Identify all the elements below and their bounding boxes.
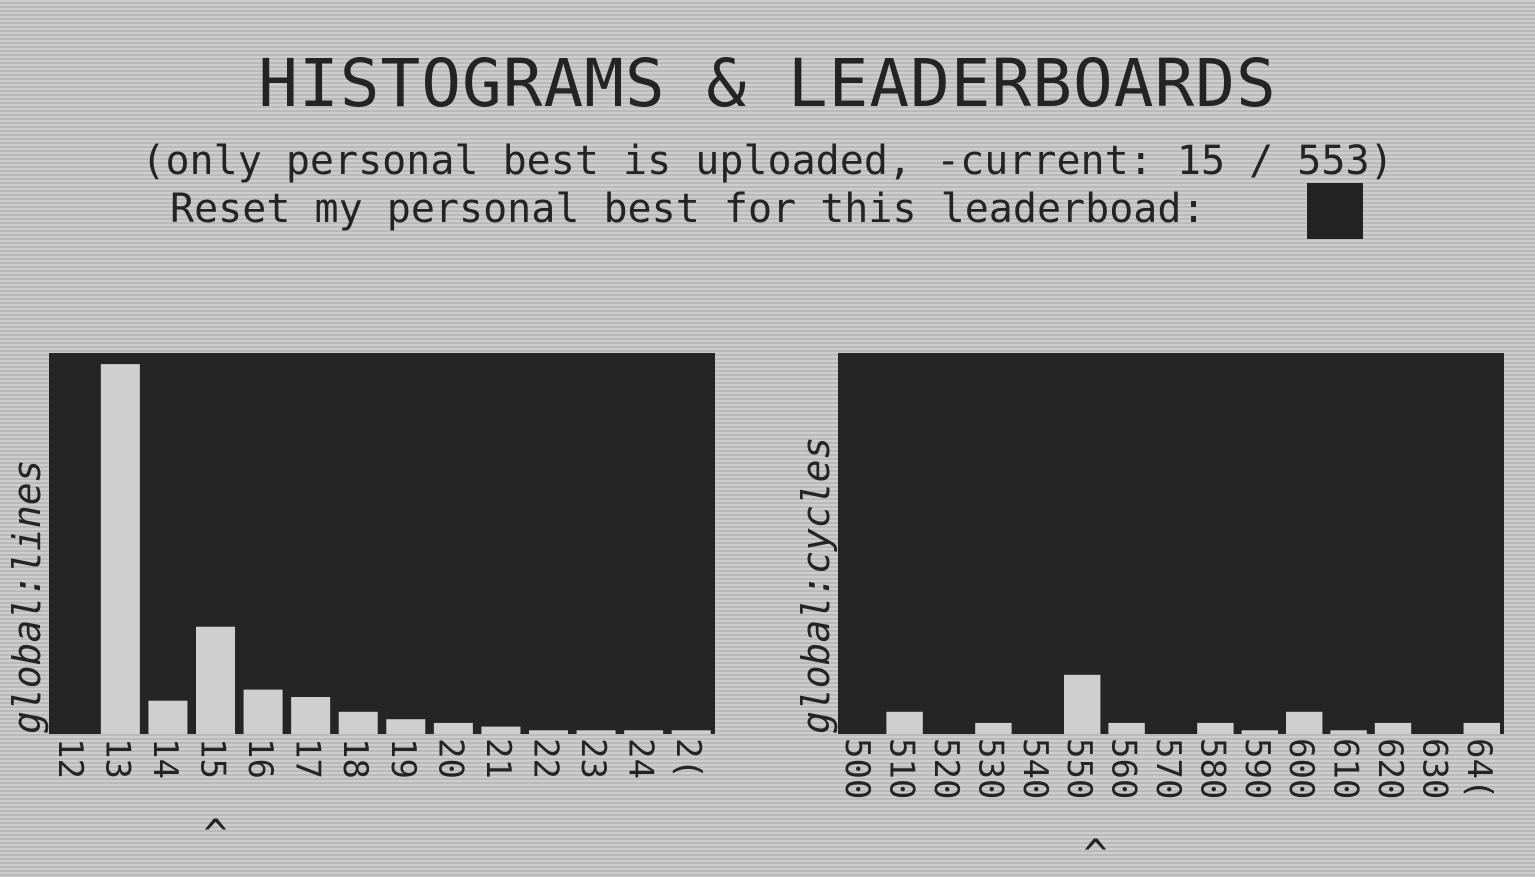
x-tick-label: 64( <box>1459 738 1499 799</box>
x-tick-label: 15 <box>193 738 233 779</box>
page-title: HISTOGRAMS & LEADERBOARDS <box>258 45 1277 122</box>
x-tick-label: 18 <box>335 738 375 779</box>
x-tick-label: 510 <box>882 738 922 799</box>
x-tick-label: 22 <box>526 738 566 779</box>
x-tick-label: 620 <box>1370 738 1410 799</box>
histogram-bar <box>433 722 473 734</box>
x-tick-label: 2( <box>668 738 708 779</box>
histogram-bar <box>576 730 616 734</box>
histogram-bar <box>528 730 569 734</box>
histogram-bar <box>886 711 923 734</box>
histogram-bar <box>1285 711 1323 734</box>
x-tick-label: 12 <box>50 738 90 779</box>
x-tick-label: 20 <box>430 738 470 779</box>
histogram-bar <box>1374 722 1412 734</box>
histogram-bar <box>195 626 236 734</box>
histogram-bar <box>291 697 331 734</box>
x-tick-label: 580 <box>1192 738 1232 799</box>
x-tick-label: 560 <box>1104 738 1144 799</box>
histogram-bar <box>1063 674 1101 734</box>
histogram-bar <box>1197 722 1234 734</box>
y-axis-label: global:lines <box>5 459 49 734</box>
histogram-bar <box>243 689 283 734</box>
reset-personal-best-button[interactable] <box>1307 183 1363 239</box>
x-tick-label: 520 <box>926 738 966 799</box>
reset-label: Reset my personal best for this leaderbo… <box>170 186 1206 232</box>
x-tick-label: 23 <box>573 738 613 779</box>
x-tick-label: 610 <box>1326 738 1366 799</box>
x-tick-label: 570 <box>1148 738 1188 799</box>
x-tick-label: 21 <box>478 738 518 779</box>
x-tick-label: 550 <box>1059 738 1099 799</box>
x-tick-label: 590 <box>1237 738 1277 799</box>
personal-best-info: (only personal best is uploaded, -curren… <box>141 138 1394 184</box>
y-axis-label: global:cycles <box>794 437 838 734</box>
histogram-bar <box>338 711 378 734</box>
histogram-bar <box>975 722 1012 734</box>
x-tick-label: 19 <box>383 738 423 779</box>
x-tick-label: 600 <box>1281 738 1321 799</box>
plot-area <box>838 353 1504 734</box>
x-tick-label: 500 <box>837 738 877 799</box>
x-tick-label: 14 <box>145 738 185 779</box>
x-tick-label: 24 <box>621 738 661 779</box>
x-tick-label: 13 <box>97 738 137 779</box>
x-tick-label: 630 <box>1414 738 1454 799</box>
x-tick-label: 530 <box>970 738 1010 799</box>
histogram-bar <box>671 730 711 734</box>
histogram-bar <box>148 700 188 734</box>
histogram-bar <box>624 730 664 734</box>
histogram-bar <box>1330 730 1367 734</box>
x-tick-label: 540 <box>1015 738 1055 799</box>
histogram-bar <box>100 364 140 734</box>
histogram-bar <box>1241 730 1279 734</box>
histogram-bar <box>1108 722 1145 734</box>
x-tick-label: 17 <box>288 738 328 779</box>
plot-area <box>49 353 715 734</box>
current-value-marker: ^ <box>1083 832 1107 877</box>
histogram-bar <box>1463 722 1501 734</box>
current-value-marker: ^ <box>203 812 227 858</box>
x-tick-label: 16 <box>240 738 280 779</box>
histogram-bar <box>481 726 521 734</box>
histogram-bar <box>386 719 426 734</box>
